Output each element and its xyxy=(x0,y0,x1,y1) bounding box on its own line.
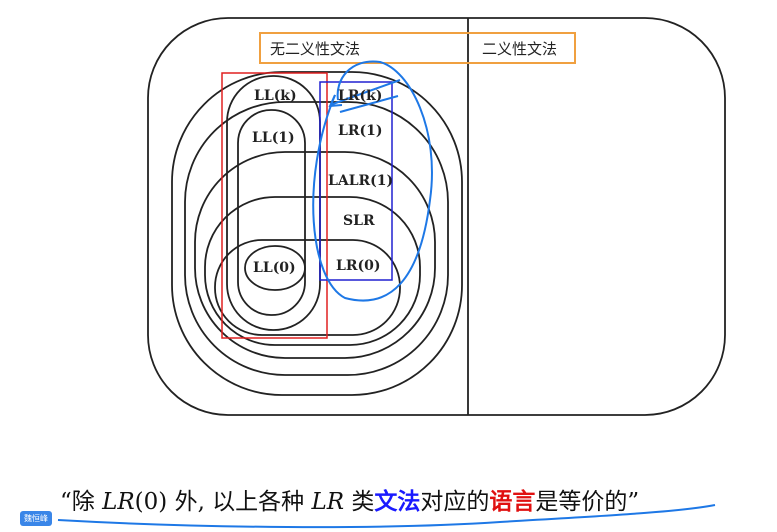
label-llk: LL(k) xyxy=(254,88,297,104)
label-lalr1: LALR(1) xyxy=(328,173,393,189)
caption-text: 对应的 xyxy=(420,489,490,515)
region-lalr1 xyxy=(194,151,436,359)
orange-highlight-box xyxy=(259,32,576,64)
handwritten-arrow xyxy=(328,79,401,113)
caption-math: LR xyxy=(311,489,345,515)
region-ll1 xyxy=(237,109,306,316)
region-lrk xyxy=(171,71,463,396)
label-ll0: LL(0) xyxy=(253,260,296,276)
handwritten-underline xyxy=(57,504,716,529)
region-ll0 xyxy=(244,245,306,291)
outer-grammar-boundary xyxy=(147,17,726,416)
region-lr0 xyxy=(214,239,401,336)
label-unambiguous: 无二义性文法 xyxy=(270,40,360,58)
blue-highlight-box xyxy=(319,81,393,281)
label-lrk: LR(k) xyxy=(338,88,382,104)
caption-math: LR xyxy=(102,489,135,515)
caption-text: 除 xyxy=(71,489,103,515)
handwritten-loop xyxy=(312,60,433,302)
caption: “除 LR(0) 外, 以上各种 LR 类文法对应的语言是等价的” xyxy=(60,482,639,516)
label-ambiguous: 二义性文法 xyxy=(482,40,557,58)
label-ll1: LL(1) xyxy=(252,130,295,146)
user-name-tag: 魏恒峰 xyxy=(20,511,52,526)
caption-text: 是等价的 xyxy=(535,489,628,515)
close-quote: ” xyxy=(627,489,640,515)
region-llk xyxy=(226,75,321,331)
caption-text: (0) 外, 以上各种 xyxy=(134,489,312,515)
label-lr0: LR(0) xyxy=(336,258,380,274)
label-slr: SLR xyxy=(343,213,375,229)
caption-highlight-language: 语言 xyxy=(489,488,536,515)
caption-text: 类 xyxy=(344,489,375,515)
caption-highlight-grammar: 文法 xyxy=(374,488,421,515)
red-highlight-box xyxy=(221,72,328,339)
open-quote: “ xyxy=(60,489,72,515)
label-lr1: LR(1) xyxy=(338,123,382,139)
